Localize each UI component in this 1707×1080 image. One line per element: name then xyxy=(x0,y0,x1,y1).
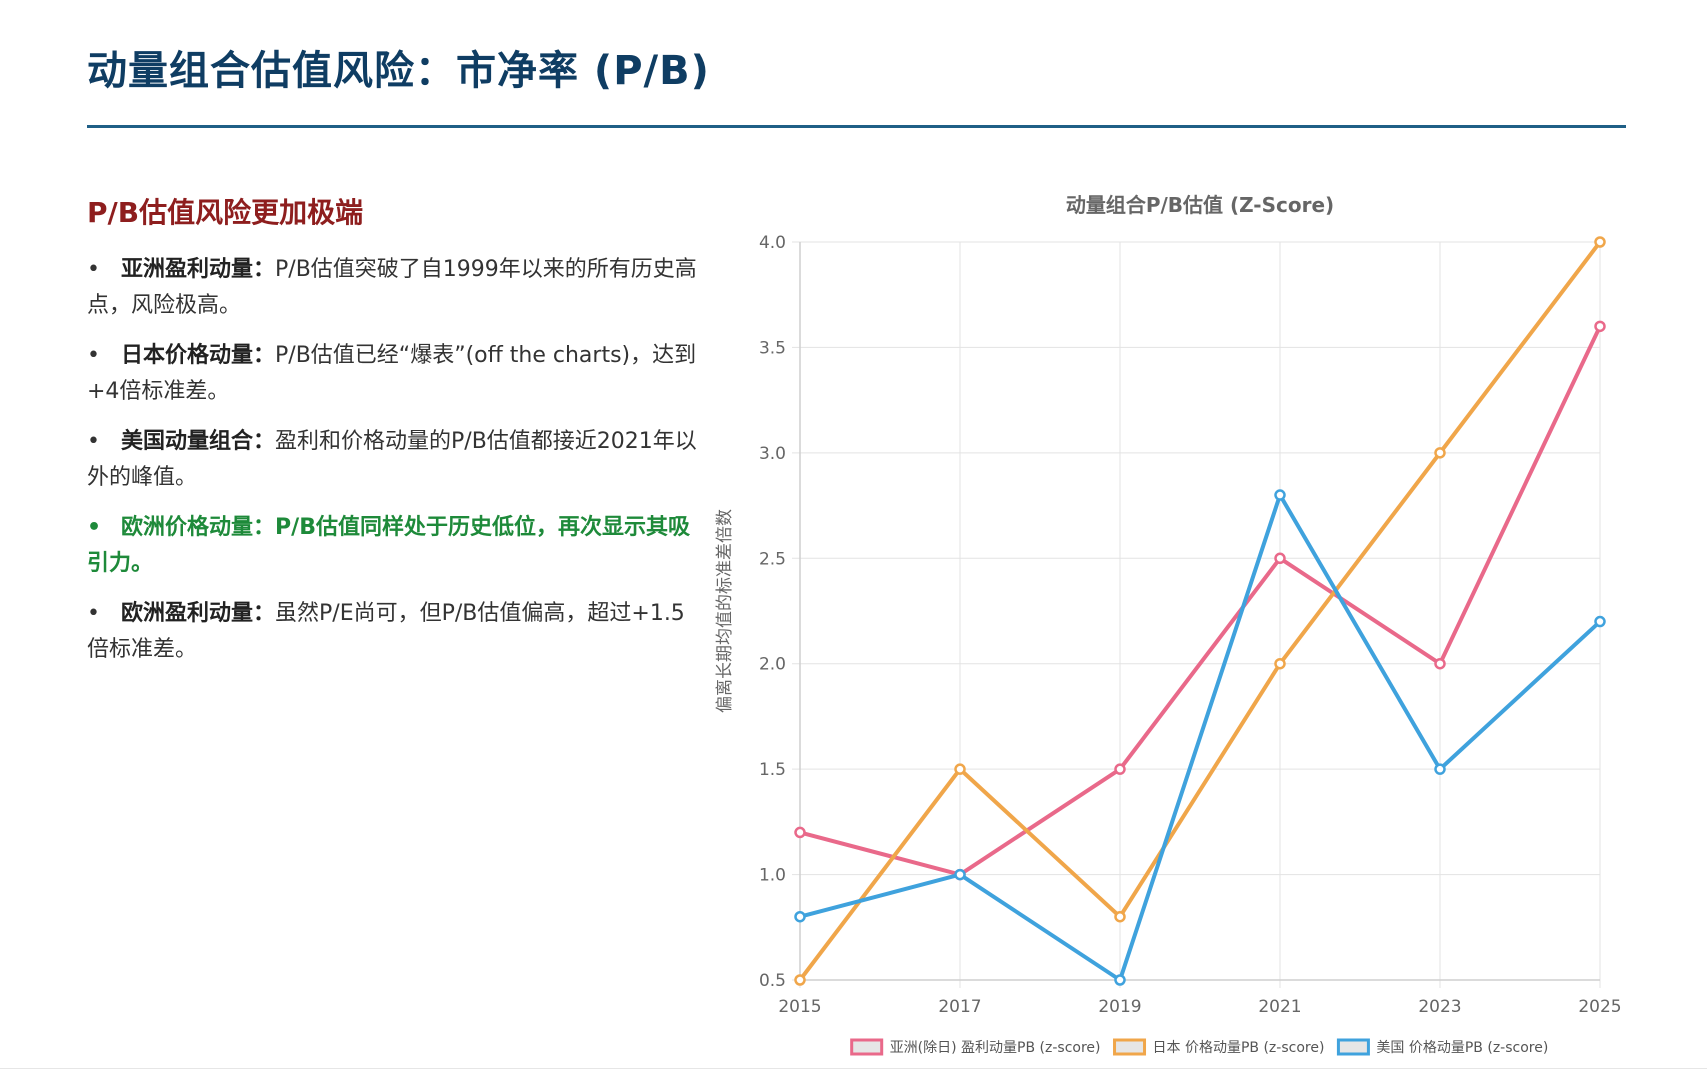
page-title: 动量组合估值风险：市净率 (P/B) xyxy=(87,48,710,94)
series-1-point xyxy=(1274,552,1286,565)
y-tick-label: 2.0 xyxy=(759,655,786,675)
y-tick-label: 3.5 xyxy=(759,338,786,358)
legend-swatch-3 xyxy=(1336,1038,1370,1056)
y-tick-label: 0.5 xyxy=(759,971,786,991)
title-divider xyxy=(87,125,1626,128)
bullet-item-us-combo: • 美国动量组合：盈利和价格动量的P/B估值都接近2021年以外的峰值。 xyxy=(87,424,697,496)
bullet-dot: • xyxy=(87,429,100,454)
y-tick-label: 2.5 xyxy=(759,549,786,569)
series-2-point xyxy=(1274,657,1286,670)
series-3-point xyxy=(794,910,806,923)
bullet-dot: • xyxy=(87,601,100,626)
series-1-point xyxy=(1594,320,1606,333)
series-2-point xyxy=(794,974,806,986)
x-tick-label: 2021 xyxy=(1258,997,1301,1017)
bullet-dot: • xyxy=(87,343,100,368)
x-tick-label: 2015 xyxy=(778,997,821,1017)
legend-swatch-2 xyxy=(1113,1038,1147,1056)
y-tick-label: 1.5 xyxy=(759,760,786,780)
bullet-lead: 美国动量组合 xyxy=(121,429,254,454)
bullet-list: • 亚洲盈利动量：P/B估值突破了自1999年以来的所有历史高点，风险极高。 • 日… xyxy=(87,252,697,682)
bullet-text: 盈利和价格动量的P/B估值都接近2021年以外的峰值。 xyxy=(87,429,697,490)
bullet-lead: 日本价格动量 xyxy=(121,343,254,368)
bullet-lead: 欧洲盈利动量 xyxy=(121,601,254,626)
bullet-item-europe-earnings: • 欧洲盈利动量：虽然P/E尚可，但P/B估值偏高，超过+1.5倍标准差。 xyxy=(87,596,697,668)
y-tick-label: 3.0 xyxy=(759,444,786,464)
section-heading: P/B估值风险更加极端 xyxy=(87,196,364,229)
series-2-point xyxy=(1114,910,1126,923)
series-1-point xyxy=(1114,763,1126,775)
x-tick-label: 2017 xyxy=(938,997,981,1017)
legend-swatch-1 xyxy=(850,1038,884,1056)
y-tick-label: 4.0 xyxy=(759,233,786,253)
y-tick-label: 1.0 xyxy=(759,866,786,886)
legend-label-1: 亚洲(除日) 盈利动量PB (z-score) xyxy=(890,1040,1101,1056)
series-3-point xyxy=(1274,489,1286,501)
series-1-point xyxy=(1434,657,1446,670)
x-tick-label: 2025 xyxy=(1578,997,1621,1017)
bullet-item-japan-price: • 日本价格动量：P/B估值已经“爆表”(off the charts)，达到+4… xyxy=(87,338,697,410)
bullet-item-asia-earnings: • 亚洲盈利动量：P/B估值突破了自1999年以来的所有历史高点，风险极高。 xyxy=(87,252,697,324)
bullet-text: P/B估值已经“爆表”(off the charts)，达到+4倍标准差。 xyxy=(87,343,697,404)
legend-label-3: 美国 价格动量PB (z-score) xyxy=(1376,1040,1548,1056)
series-3-point xyxy=(1434,763,1446,775)
bullet-separator: ： xyxy=(253,343,276,368)
bullet-dot: • xyxy=(87,515,102,540)
y-axis-label: 偏离长期均值的标准差倍数 xyxy=(715,509,735,713)
bullet-separator: ： xyxy=(253,515,276,540)
bullet-separator: ： xyxy=(253,429,276,454)
series-3-point xyxy=(954,868,966,881)
series-1-point xyxy=(794,826,806,839)
series-3-point xyxy=(1594,615,1606,628)
bullet-text: P/B估值同样处于历史低位，再次显示其吸引力。 xyxy=(87,515,690,576)
chart-title: 动量组合P/B估值 (Z-Score) xyxy=(1066,193,1334,217)
bullet-lead: 欧洲价格动量 xyxy=(121,515,254,540)
bullet-separator: ： xyxy=(253,601,276,626)
page-bottom-border xyxy=(0,1068,1707,1069)
x-tick-label: 2019 xyxy=(1098,997,1141,1017)
x-tick-label: 2023 xyxy=(1418,997,1461,1017)
legend-label-2: 日本 价格动量PB (z-score) xyxy=(1153,1040,1325,1056)
bullet-dot: • xyxy=(87,257,100,282)
series-line-2 xyxy=(798,240,1602,982)
bullet-lead: 亚洲盈利动量 xyxy=(121,257,254,282)
chart-container: 动量组合P/B估值 (Z-Score) 0.5 1.0 1.5 2.0 2.5 3.0 3.5… xyxy=(700,190,1660,1070)
series-2-point xyxy=(1434,447,1446,459)
series-2-point xyxy=(954,763,966,775)
bullet-text: 虽然P/E尚可，但P/B估值偏高，超过+1.5倍标准差。 xyxy=(87,601,685,662)
series-3-point xyxy=(1114,974,1126,986)
series-line-3 xyxy=(798,493,1602,982)
bullet-separator: ： xyxy=(253,257,276,282)
series-2-point xyxy=(1594,236,1606,248)
bullet-text: P/B估值突破了自1999年以来的所有历史高点，风险极高。 xyxy=(87,257,697,318)
line-chart: 动量组合P/B估值 (Z-Score) 0.5 1.0 1.5 2.0 2.5 3.0 3.5… xyxy=(715,193,1622,1056)
bullet-item-europe-price: • 欧洲价格动量：P/B估值同样处于历史低位，再次显示其吸引力。 xyxy=(87,510,697,582)
series-line-1 xyxy=(798,324,1602,877)
